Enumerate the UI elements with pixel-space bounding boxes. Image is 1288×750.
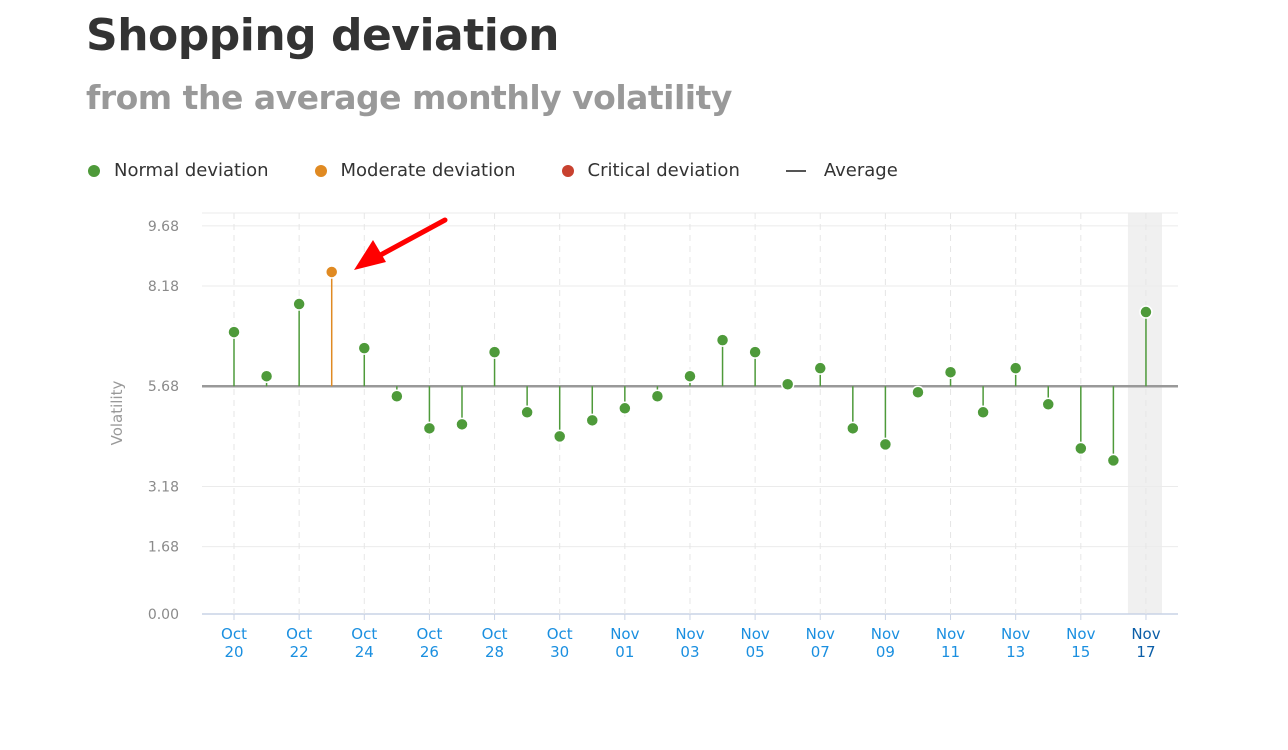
x-tick-label: Nov [675,625,704,643]
data-point [943,365,958,379]
x-tick-label: 05 [746,643,765,661]
data-point [650,389,665,404]
page-title: Shopping deviation [86,10,559,61]
data-point [585,413,600,428]
y-tick-label: 9.68 [148,219,179,235]
x-tick-label: Oct [221,625,247,643]
x-tick-label: 07 [811,643,830,661]
legend-label: Normal deviation [114,160,269,181]
legend-dot-icon [314,164,327,177]
x-tick-label: Nov [936,625,965,643]
y-tick-label: 0.00 [148,607,179,623]
data-point [227,325,241,339]
x-tick-label: 28 [485,643,504,661]
data-point [618,401,632,416]
x-tick-label: Oct [482,625,508,643]
x-tick-label: Oct [416,625,442,643]
legend-label: Average [823,160,898,181]
x-tick-label: Oct [286,625,312,643]
x-tick-label: Nov [1066,625,1095,643]
annotation-arrow [372,217,448,261]
data-point [976,405,990,420]
x-tick-label: Oct [547,625,573,643]
legend-dot-icon [561,164,574,177]
y-tick-label: 3.18 [148,479,179,495]
data-point [292,297,306,311]
data-point [390,389,404,404]
legend-line-icon [785,169,806,172]
x-tick-label: Nov [740,625,769,643]
data-point [1074,441,1088,456]
legend-item-normal[interactable]: Normal deviation [88,160,269,181]
x-tick-label: 11 [941,643,960,661]
legend-label: Critical deviation [587,160,740,181]
data-point [748,345,762,359]
legend: Normal deviation Moderate deviation Crit… [88,160,944,181]
annotation-arrowhead-icon [354,240,386,270]
data-point [552,429,567,444]
y-axis-label: Volatility [108,380,126,445]
data-point [324,265,339,279]
data-point [813,361,828,375]
data-point [455,417,469,432]
data-point [487,345,502,359]
data-point [422,421,437,436]
page-subtitle: from the average monthly volatility [86,78,732,117]
x-tick-label: 01 [615,643,634,661]
legend-item-critical[interactable]: Critical deviation [561,160,740,181]
x-tick-label: Nov [806,625,835,643]
x-tick-label: Oct [351,625,377,643]
y-tick-label: 1.68 [148,540,179,556]
data-point [259,369,274,383]
data-point [1139,305,1153,319]
data-point [683,369,697,383]
x-tick-label: 26 [420,643,439,661]
data-point [1041,397,1055,412]
x-tick-label: 24 [355,643,374,661]
x-tick-label: 09 [876,643,895,661]
highlight-band [1127,213,1162,614]
data-point [846,421,860,436]
data-point [780,377,795,391]
data-point [1106,453,1121,468]
x-tick-label: 30 [550,643,569,661]
legend-item-average[interactable]: Average [785,160,898,181]
data-point [715,333,730,347]
x-tick-label: 20 [224,643,243,661]
legend-label: Moderate deviation [340,160,516,181]
data-point [878,437,893,452]
data-point [357,341,372,355]
x-tick-label: 03 [680,643,699,661]
x-tick-label: 15 [1071,643,1090,661]
x-tick-label: Nov [871,625,900,643]
x-tick-label: Nov [1131,625,1160,643]
x-tick-label: 13 [1006,643,1025,661]
legend-item-moderate[interactable]: Moderate deviation [314,160,516,181]
legend-dot-icon [88,164,100,177]
data-point [1008,361,1023,375]
y-tick-label: 8.18 [148,279,179,295]
x-tick-label: Nov [610,625,639,643]
x-tick-label: 22 [290,643,309,661]
x-tick-label: Nov [1001,625,1030,643]
x-tick-label: 17 [1136,643,1155,661]
data-point [520,405,534,420]
data-point [911,385,925,399]
y-tick-label: 5.68 [148,379,179,395]
